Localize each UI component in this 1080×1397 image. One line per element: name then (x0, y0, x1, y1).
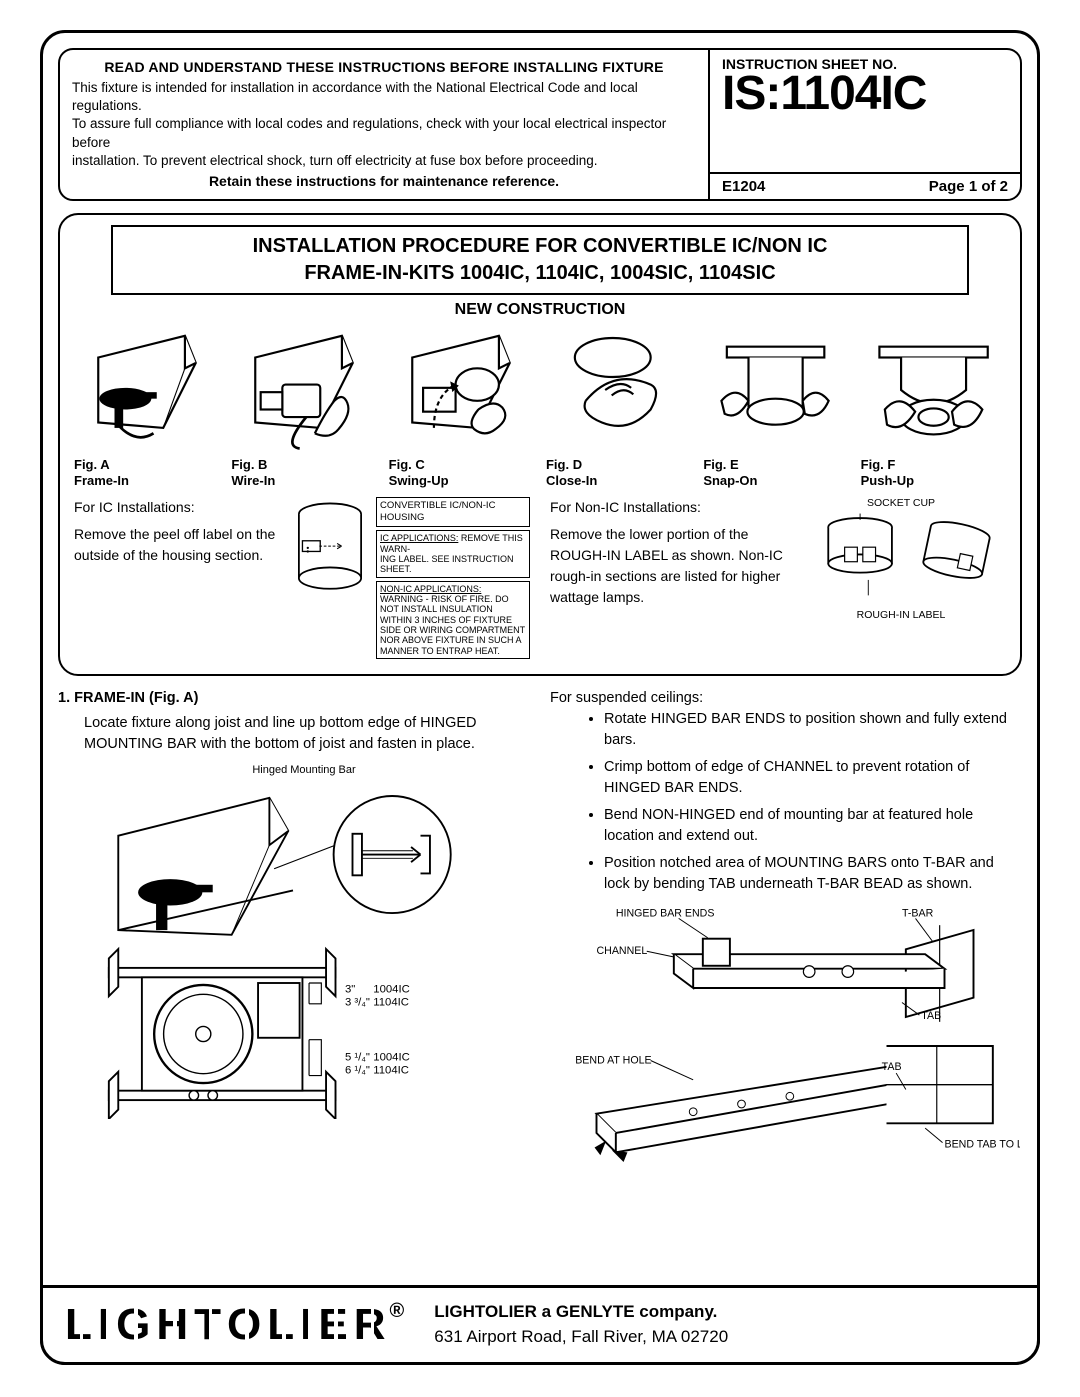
brand-logo: LIGHTOLIER® (65, 1300, 410, 1350)
hinged-ends-label: HINGED BAR ENDS (616, 908, 715, 920)
procedure-title-line: INSTALLATION PROCEDURE FOR CONVERTIBLE I… (123, 233, 956, 260)
step-1-title: 1. FRAME-IN (Fig. A) (58, 688, 530, 709)
close-in-icon (564, 325, 672, 455)
figure-e: Fig. ESnap-On (703, 325, 848, 490)
bullet: Bend NON-HINGED end of mounting bar at f… (604, 805, 1022, 847)
t-bar-detail-icon: HINGED BAR ENDS T-BAR CHANNEL (550, 901, 1020, 1191)
socket-cup-icon (801, 509, 1001, 609)
figure-f: Fig. FPush-Up (861, 325, 1006, 490)
bend-at-hole-label: BEND AT HOLE (575, 1055, 651, 1067)
svg-text:1104IC: 1104IC (373, 997, 409, 1009)
figure-row: Fig. AFrame-In Fig. BWire-I (74, 325, 1006, 490)
fig-id: Fig. B (231, 457, 267, 472)
wire-in-icon (239, 325, 369, 455)
header-line: This fixture is intended for installatio… (72, 79, 696, 115)
svg-text:6 ¹/₄": 6 ¹/₄" (345, 1065, 370, 1077)
header-retain: Retain these instructions for maintenanc… (72, 172, 696, 191)
new-construction-heading: NEW CONSTRUCTION (74, 301, 1006, 319)
left-column: 1. FRAME-IN (Fig. A) Locate fixture alon… (58, 688, 530, 1198)
nonic-body: Remove the lower portion of the ROUGH-IN… (550, 524, 786, 608)
ic-section: For IC Installations: Remove the peel of… (74, 497, 530, 662)
fig-id: Fig. C (389, 457, 425, 472)
fig-name: Close-In (546, 473, 597, 488)
housing-can-icon (290, 497, 370, 597)
procedure-title: INSTALLATION PROCEDURE FOR CONVERTIBLE I… (111, 225, 968, 295)
suspended-bullets: Rotate HINGED BAR ENDS to position shown… (604, 709, 1022, 895)
channel-label: CHANNEL (597, 945, 648, 957)
fig-id: Fig. A (74, 457, 110, 472)
right-column: For suspended ceilings: Rotate HINGED BA… (550, 688, 1022, 1198)
frame-in-icon (82, 325, 212, 455)
step-1-body: 1. FRAME-IN (Fig. A) Locate fixture alon… (58, 688, 1022, 1198)
ic-nonic-row: For IC Installations: Remove the peel of… (74, 497, 1006, 662)
svg-text:1004IC: 1004IC (373, 1051, 410, 1063)
page-frame: READ AND UNDERSTAND THESE INSTRUCTIONS B… (40, 30, 1040, 1365)
tbar-label: T-BAR (902, 908, 934, 920)
fig-name: Push-Up (861, 473, 914, 488)
figure-d: Fig. DClose-In (546, 325, 691, 490)
nonic-lead: For Non-IC Installations: (550, 497, 786, 518)
header-warnings: READ AND UNDERSTAND THESE INSTRUCTIONS B… (60, 50, 710, 199)
svg-text:1004IC: 1004IC (373, 983, 410, 995)
figure-c: Fig. CSwing-Up (389, 325, 534, 490)
svg-text:3": 3" (345, 983, 355, 995)
fig-name: Frame-In (74, 473, 129, 488)
ic-callout-ic: IC APPLICATIONS: REMOVE THIS WARN-ING LA… (376, 530, 530, 577)
company-line: LIGHTOLIER a GENLYTE company. (434, 1300, 728, 1325)
fig-id: Fig. E (703, 457, 738, 472)
step-1-para: Locate fixture along joist and line up b… (84, 713, 530, 755)
fig-id: Fig. F (861, 457, 896, 472)
socket-cup-label: SOCKET CUP (796, 497, 1006, 509)
bullet: Position notched area of MOUNTING BARS o… (604, 853, 1022, 895)
swing-up-icon (396, 325, 526, 455)
sheet-no: IS:1104IC (722, 70, 1008, 118)
rough-in-label-label: ROUGH-IN LABEL (796, 609, 1006, 621)
procedure-box: INSTALLATION PROCEDURE FOR CONVERTIBLE I… (58, 213, 1022, 676)
snap-on-icon (716, 325, 835, 455)
bend-tab-label: BEND TAB TO LOCK (945, 1139, 1021, 1151)
hinged-bar-diagram: Hinged Mounting Bar (78, 763, 530, 1126)
hinged-bar-label: Hinged Mounting Bar (78, 763, 530, 779)
fig-name: Swing-Up (389, 473, 449, 488)
footer: LIGHTOLIER® LIGHTOLIER a GENLYTE company… (40, 1285, 1040, 1365)
figure-a: Fig. AFrame-In (74, 325, 219, 490)
procedure-title-line: FRAME-IN-KITS 1004IC, 1104IC, 1004SIC, 1… (123, 260, 956, 287)
fig-name: Wire-In (231, 473, 275, 488)
fig-id: Fig. D (546, 457, 582, 472)
ic-callout-nonic: NON-IC APPLICATIONS:WARNING - RISK OF FI… (376, 581, 530, 659)
bullet: Rotate HINGED BAR ENDS to position shown… (604, 709, 1022, 751)
header-line: installation. To prevent electrical shoc… (72, 152, 696, 170)
suspended-lead: For suspended ceilings: (550, 688, 1022, 709)
header-box: READ AND UNDERSTAND THESE INSTRUCTIONS B… (58, 48, 1022, 201)
header-sheet-info: INSTRUCTION SHEET NO. IS:1104IC E1204 Pa… (710, 50, 1020, 199)
svg-text:3 ³/₄": 3 ³/₄" (345, 997, 370, 1009)
header-title: READ AND UNDERSTAND THESE INSTRUCTIONS B… (72, 58, 696, 77)
ic-drawing: CONVERTIBLE IC/NON-IC HOUSING IC APPLICA… (290, 497, 530, 662)
frame-in-detail-icon: 3" 1004IC 3 ³/₄" 1104IC 5 ¹/₄" 1004IC 6 … (78, 779, 508, 1119)
ic-lead: For IC Installations: (74, 497, 280, 518)
nonic-drawing: SOCKET CUP (796, 497, 1006, 662)
footer-address: LIGHTOLIER a GENLYTE company. 631 Airpor… (434, 1300, 728, 1349)
address-line: 631 Airport Road, Fall River, MA 02720 (434, 1325, 728, 1350)
figure-b: Fig. BWire-In (231, 325, 376, 490)
svg-text:1104IC: 1104IC (373, 1065, 409, 1077)
nonic-section: For Non-IC Installations: Remove the low… (550, 497, 1006, 662)
suspended-ceiling-diagram: HINGED BAR ENDS T-BAR CHANNEL (550, 901, 1022, 1198)
page-number: Page 1 of 2 (865, 174, 1020, 199)
ic-body: Remove the peel off label on the outside… (74, 524, 280, 566)
header-line: To assure full compliance with local cod… (72, 115, 696, 151)
tab2-label: TAB (882, 1061, 902, 1073)
tab-label: TAB (921, 1010, 941, 1022)
svg-text:5 ¹/₄": 5 ¹/₄" (345, 1051, 370, 1063)
ic-callout-title: CONVERTIBLE IC/NON-IC HOUSING (376, 497, 530, 527)
revision-code: E1204 (710, 174, 865, 199)
bullet: Crimp bottom of edge of CHANNEL to preve… (604, 757, 1022, 799)
push-up-icon (874, 325, 993, 455)
fig-name: Snap-On (703, 473, 757, 488)
